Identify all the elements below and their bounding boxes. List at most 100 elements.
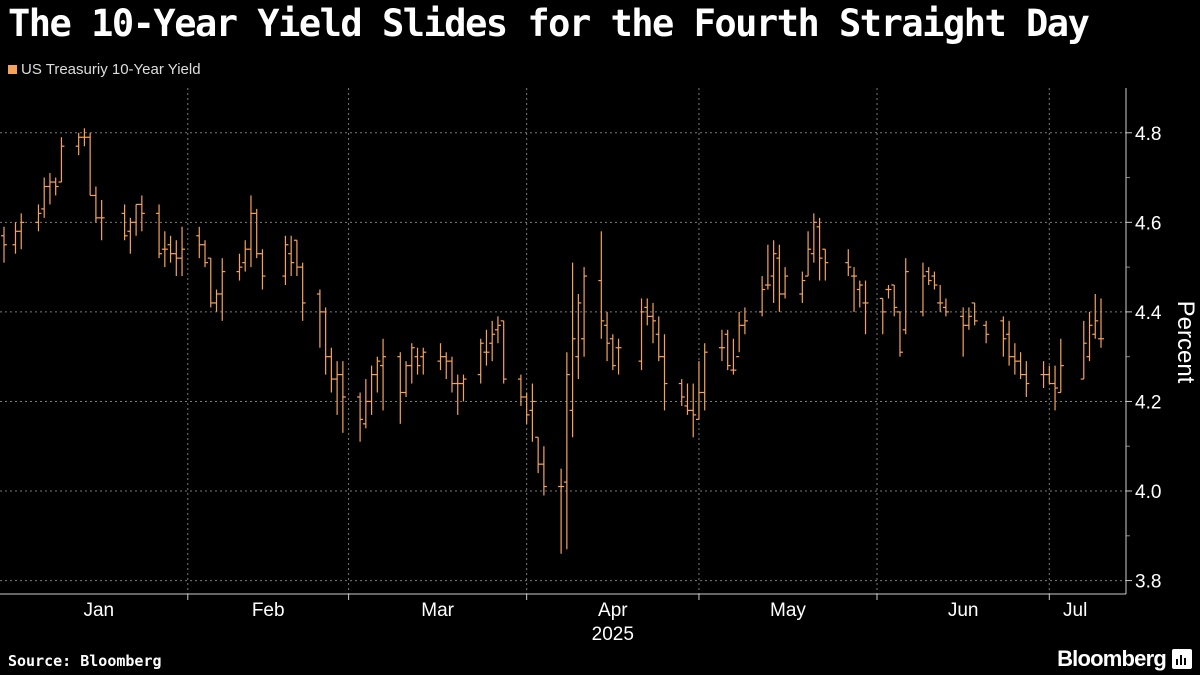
x-axis-label: 2025 (592, 624, 634, 640)
ohlc-bar (822, 248, 829, 281)
ohlc-bar (1092, 293, 1099, 339)
ohlc-bar (167, 235, 174, 263)
y-tick-label: 3.8 (1135, 572, 1161, 593)
ohlc-bar (891, 284, 898, 317)
ohlc-bar (563, 352, 570, 550)
ohlc-bar (942, 298, 949, 317)
ohlc-bar (12, 222, 19, 254)
x-tick-label: Mar (421, 600, 454, 621)
x-tick-label: May (770, 600, 806, 621)
ohlc-bar (408, 343, 415, 384)
ohlc-bar (764, 244, 771, 290)
ohlc-bar (810, 213, 817, 263)
ohlc-bar (759, 276, 766, 317)
ohlc-bar (1046, 365, 1053, 385)
ohlc-bar (41, 177, 48, 218)
ohlc-bar (644, 298, 651, 326)
ohlc-bar (202, 240, 209, 268)
ohlc-bar (741, 307, 748, 335)
ohlc-bar (483, 329, 490, 366)
ohlc-bar (862, 280, 869, 335)
ohlc-bar (293, 239, 300, 277)
ohlc-bar (604, 311, 611, 362)
ohlc-bar (52, 177, 59, 196)
ohlc-bar (196, 226, 203, 259)
ohlc-bars (1, 128, 1104, 554)
ohlc-bar (575, 293, 582, 380)
ohlc-bar (328, 347, 335, 393)
ohlc-bar (443, 352, 450, 380)
ohlc-bar (58, 137, 65, 183)
ohlc-bar (253, 208, 260, 259)
ohlc-bar (179, 226, 186, 277)
ohlc-bar (1098, 298, 1104, 348)
ohlc-bar (420, 347, 427, 375)
ohlc-bar (919, 262, 926, 317)
ohlc-bar (477, 338, 484, 384)
ohlc-bar (730, 338, 737, 375)
ohlc-bar (1080, 320, 1087, 380)
ohlc-bar (454, 374, 461, 415)
ohlc-bar (380, 338, 387, 411)
ohlc-bar (805, 231, 812, 277)
ohlc-bar (35, 204, 42, 232)
ohlc-bar (92, 186, 99, 223)
ohlc-bar (288, 235, 295, 277)
legend-label: US Treasuriy 10-Year Yield (21, 61, 201, 78)
ohlc-bar (931, 271, 938, 290)
ohlc-bar (684, 383, 691, 415)
ohlc-bar (960, 307, 967, 357)
ohlc-bar (902, 258, 909, 335)
ohlc-bar (925, 267, 932, 286)
ohlc-bar (845, 249, 852, 277)
ohlc-bar (615, 338, 622, 375)
ohlc-bar (299, 262, 306, 321)
x-tick-label: Jul (1063, 600, 1087, 621)
ohlc-bar (690, 383, 697, 438)
y-tick-label: 4.4 (1135, 303, 1162, 324)
ohlc-bar (983, 320, 990, 344)
ohlc-bar (718, 329, 725, 362)
x-tick-label: Apr (598, 600, 628, 621)
ohlc-bar (316, 289, 323, 348)
ohlc-bar (885, 285, 892, 299)
ohlc-bar (776, 244, 783, 312)
ohlc-bar (236, 253, 243, 281)
ohlc-bar (638, 298, 645, 371)
ohlc-bar (489, 320, 496, 362)
ohlc-bar (368, 365, 375, 415)
ohlc-bar (322, 307, 329, 375)
legend: US Treasuriy 10-Year Yield (8, 61, 201, 78)
ohlc-bar (736, 311, 743, 358)
ohlc-bar (1017, 352, 1024, 380)
chart-area: 3.8 4.0 4.2 4.4 4.6 4.8 Jan Feb Mar Apr May Jun Jul 2… (0, 88, 1199, 640)
ohlc-bar (695, 361, 702, 420)
ohlc-bar (971, 302, 978, 326)
ohlc-bar (357, 392, 364, 442)
ohlc-bar (655, 316, 662, 362)
y-axis-label: Percent (1172, 301, 1199, 384)
ohlc-bar (219, 258, 226, 321)
ohlc-bar (403, 361, 410, 397)
ohlc-bar (121, 204, 128, 241)
legend-swatch (8, 65, 17, 74)
ohlc-bar (770, 240, 777, 303)
ohlc-bar (540, 446, 547, 496)
axes: 3.8 4.0 4.2 4.4 4.6 4.8 Jan Feb Mar Apr May Jun Jul 2… (0, 88, 1199, 640)
y-tick-label: 4.0 (1135, 482, 1161, 503)
ohlc-bar (856, 280, 863, 308)
ohlc-bar (1086, 311, 1093, 362)
ohlc-bar (75, 132, 82, 156)
ohlc-bar (259, 249, 266, 290)
chart-title: The 10-Year Yield Slides for the Fourth … (8, 2, 1090, 45)
ohlc-bar (678, 379, 685, 406)
ohlc-bar (18, 213, 25, 250)
y-tick-label: 4.6 (1135, 213, 1161, 234)
ohlc-bar (87, 132, 94, 197)
y-tick-label: 4.2 (1135, 392, 1161, 413)
x-tick-label: Jun (948, 600, 979, 621)
ohlc-bar (1057, 338, 1064, 394)
ohlc-bar (437, 343, 444, 371)
ohlc-bar (529, 383, 536, 442)
bar-chart-icon (1172, 649, 1192, 669)
